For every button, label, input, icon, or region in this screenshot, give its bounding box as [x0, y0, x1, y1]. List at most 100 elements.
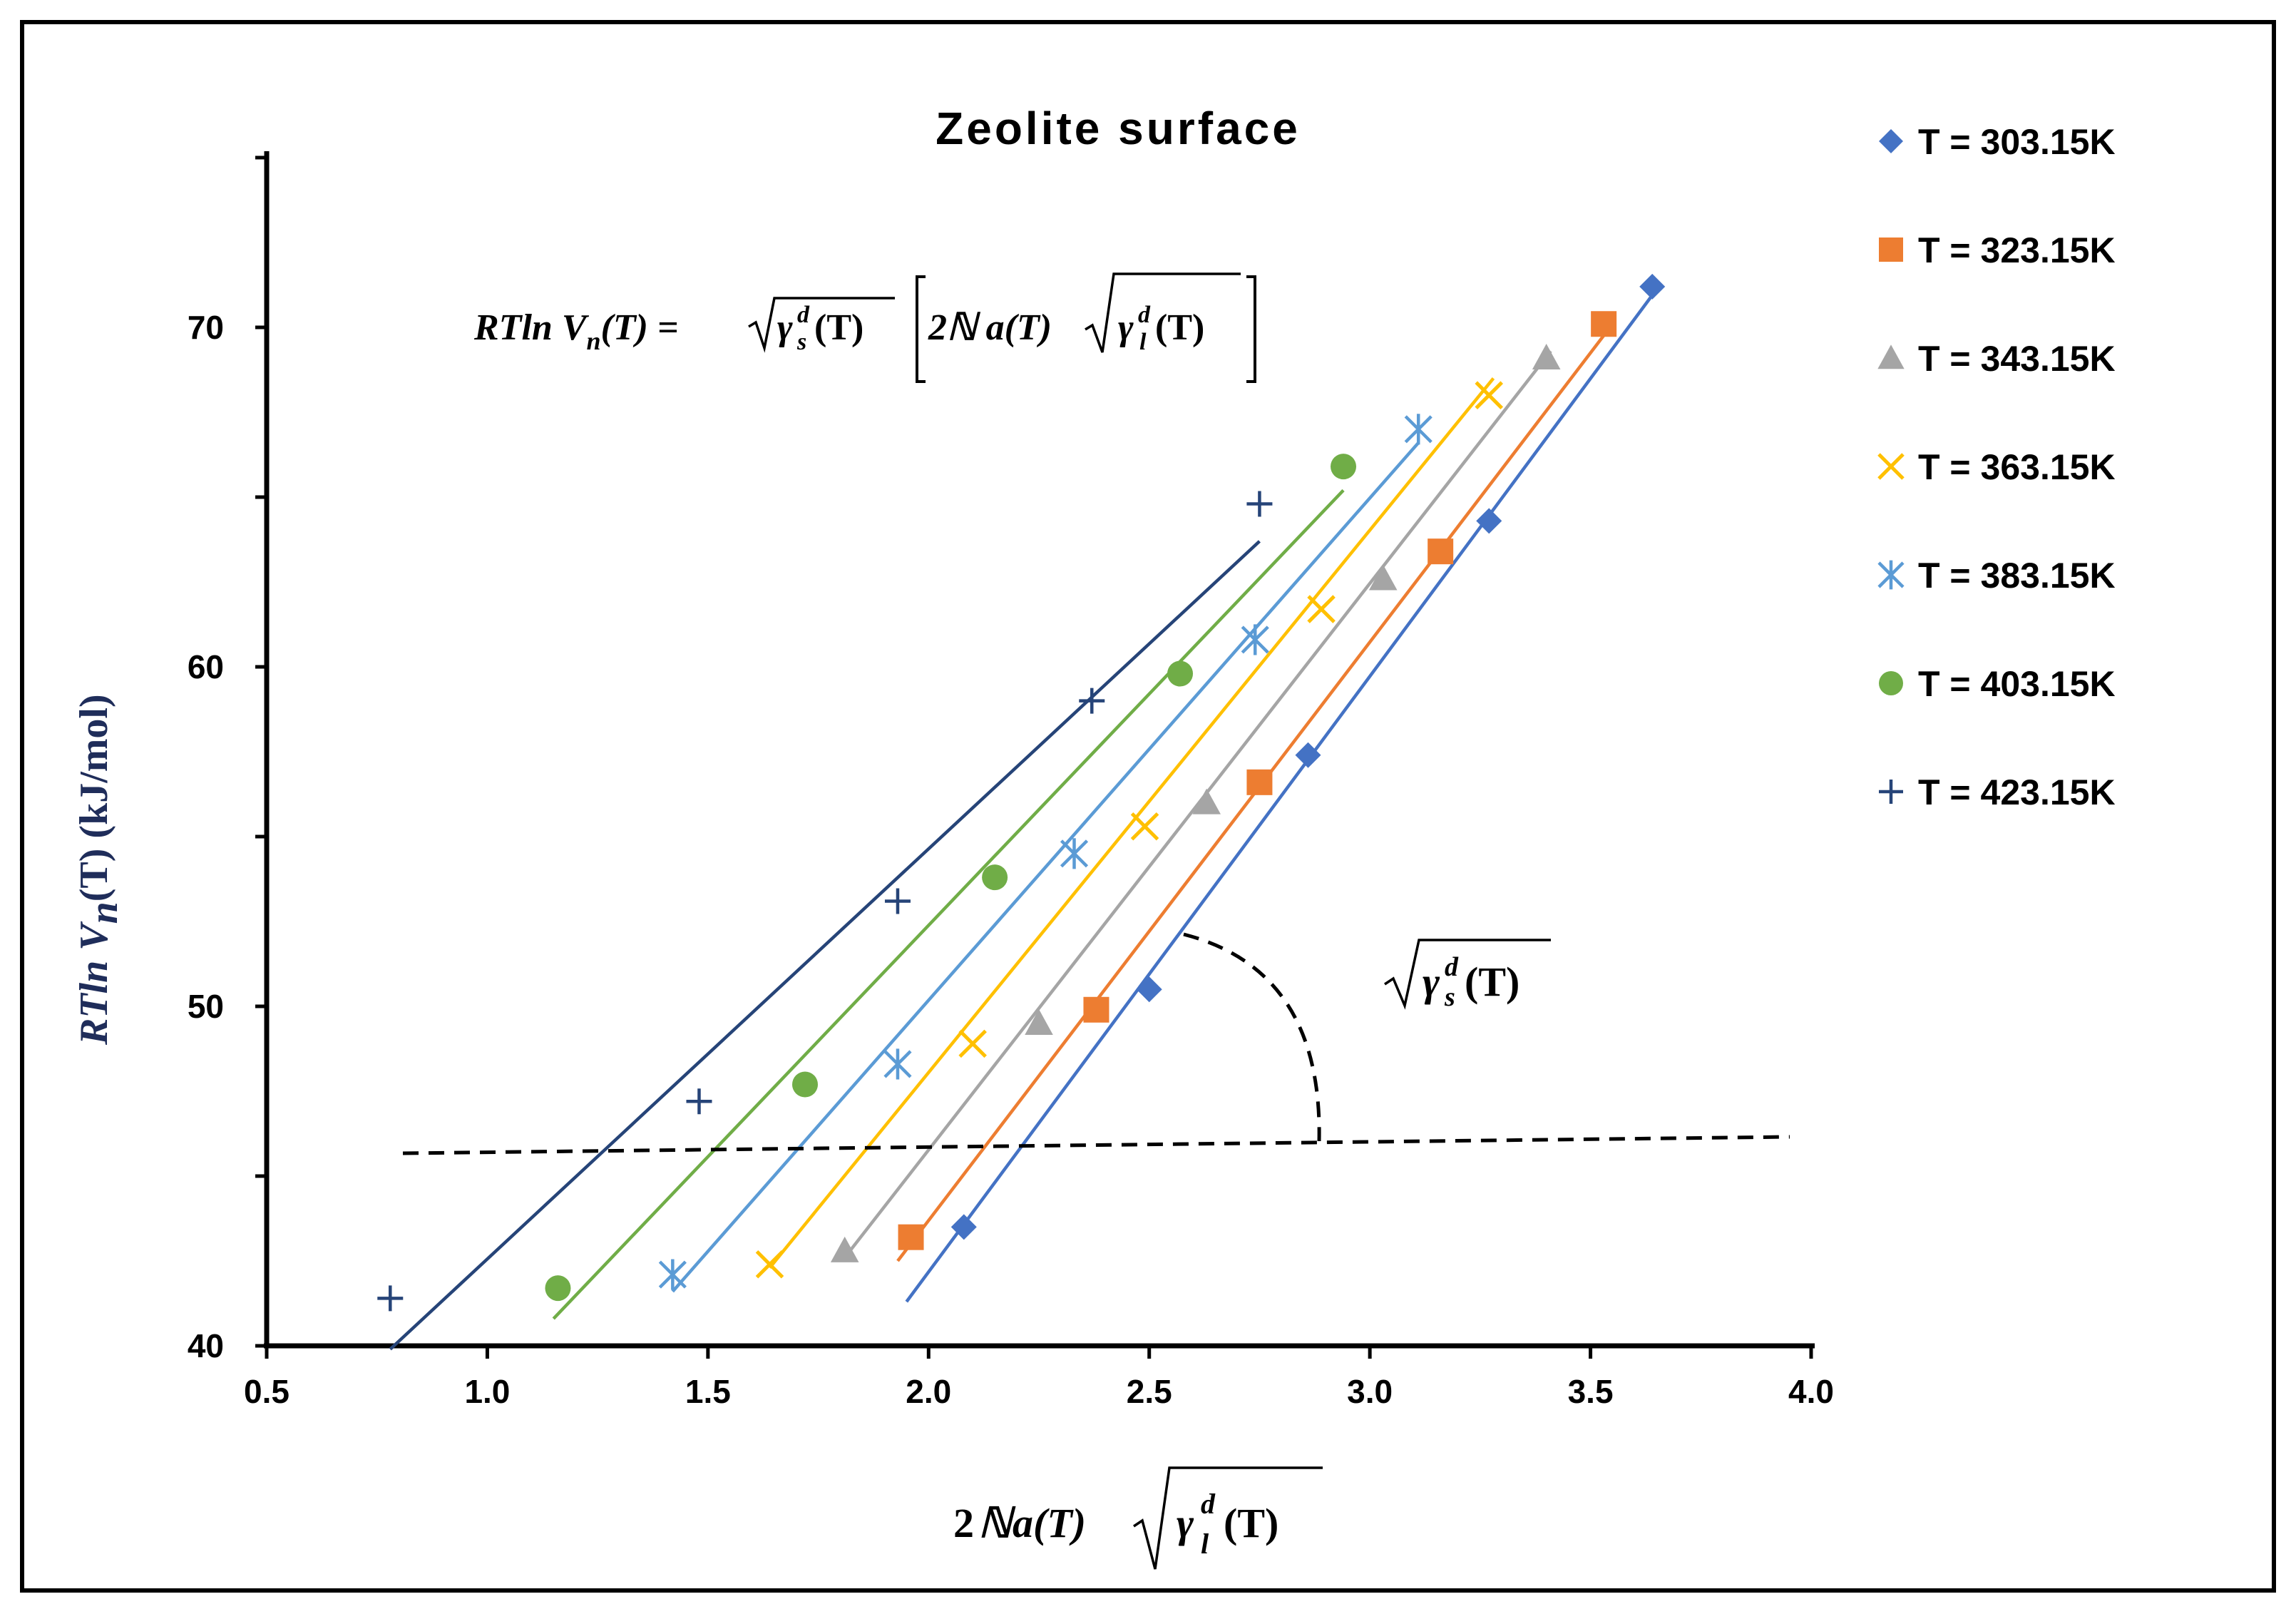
legend: T = 303.15K T = 323.15K T = 343.15K T = 363…: [1877, 122, 2116, 812]
data-point-series-1: [1295, 742, 1321, 768]
slope-label: γ d s (T): [1384, 939, 1551, 1012]
svg-text:2ℕ a(T): 2ℕ a(T): [928, 307, 1052, 348]
fit-line-series-1: [905, 282, 1663, 1303]
data-point-series-5: [883, 1048, 912, 1080]
legend-label-3: T = 343.15K: [1918, 339, 2116, 379]
legend-marker-4: [1877, 453, 1905, 480]
legend-label-5: T = 383.15K: [1918, 556, 2116, 596]
data-point-series-1: [950, 1214, 977, 1240]
svg-text:ℕ: ℕ: [978, 1500, 1016, 1546]
legend-label-4: T = 363.15K: [1918, 447, 2116, 487]
legend-label-6: T = 403.15K: [1918, 664, 2116, 704]
svg-text:l: l: [1139, 329, 1147, 355]
svg-text:d: d: [1138, 302, 1151, 328]
legend-label-2: T = 323.15K: [1918, 230, 2116, 270]
data-point-series-4: [1130, 812, 1159, 841]
data-point-series-5: [1241, 624, 1269, 655]
data-point-series-5: [1404, 414, 1433, 445]
svg-text:(T): (T): [1224, 1500, 1278, 1546]
legend-label-7: T = 423.15K: [1918, 772, 2116, 812]
svg-text:γ: γ: [777, 307, 793, 348]
data-point-series-2: [1591, 311, 1617, 337]
svg-text:d: d: [1201, 1488, 1216, 1520]
data-point-series-6: [792, 1071, 819, 1098]
data-point-series-5: [658, 1259, 687, 1290]
data-point-series-1: [1476, 508, 1502, 534]
x-tick-label: 1.0: [464, 1373, 510, 1410]
svg-text:RTln Vn(T)(kJ/mol): RTln Vn(T)(kJ/mol): [72, 694, 126, 1046]
svg-text:s: s: [796, 329, 806, 355]
x-tick-label: 2.0: [906, 1373, 951, 1410]
svg-text:s: s: [1444, 982, 1455, 1012]
data-point-series-3: [830, 1236, 859, 1262]
fit-line-series-5: [671, 441, 1420, 1293]
y-tick-label: 40: [188, 1327, 224, 1364]
chart-title: Zeolite surface: [936, 103, 1301, 154]
data-point-series-2: [1246, 769, 1273, 795]
y-axis-ticks: 40 50 60 70: [188, 155, 267, 1364]
data-point-series-5: [1060, 838, 1089, 869]
data-point-series-7: [1246, 491, 1273, 517]
data-point-series-6: [545, 1275, 571, 1302]
y-tick-label: 70: [188, 309, 224, 346]
data-point-series-3: [1025, 1009, 1053, 1035]
svg-text:(T): (T): [1465, 959, 1519, 1005]
data-point-series-7: [884, 888, 911, 914]
data-point-series-3: [1192, 788, 1221, 814]
legend-marker-7: [1879, 780, 1903, 804]
data-point-series-2: [898, 1224, 924, 1250]
equation: RTln Vn(T) = γ d s (T) 2ℕ a(T) γ d l (T): [473, 272, 1256, 383]
fit-line-series-6: [552, 489, 1345, 1320]
data-point-series-1: [1136, 976, 1162, 1003]
data-point-series-1: [1639, 273, 1666, 300]
svg-text:γ: γ: [1118, 307, 1134, 348]
svg-text:γ: γ: [1423, 959, 1440, 1005]
x-tick-label: 3.5: [1568, 1373, 1614, 1410]
x-tick-label: 1.5: [685, 1373, 731, 1410]
legend-marker-6: [1879, 671, 1903, 695]
x-tick-label: 2.5: [1127, 1373, 1172, 1410]
svg-text:d: d: [1445, 952, 1459, 982]
svg-text:a(T): a(T): [1013, 1500, 1086, 1546]
x-axis-label: 2 ℕ a(T) γ d l (T): [953, 1466, 1323, 1570]
data-point-series-4: [958, 1029, 987, 1058]
x-tick-label: 4.0: [1788, 1373, 1834, 1410]
legend-marker-2: [1879, 237, 1903, 262]
legend-marker-1: [1879, 129, 1903, 153]
data-point-series-2: [1428, 538, 1454, 565]
data-point-series-6: [1167, 660, 1194, 687]
svg-text:RTln Vn(T) =: RTln Vn(T) =: [473, 307, 679, 355]
legend-label-1: T = 303.15K: [1918, 122, 2116, 162]
fit-line-series-4: [768, 377, 1495, 1269]
reference-dashed-line: [402, 1135, 1790, 1155]
x-tick-label: 3.0: [1347, 1373, 1393, 1410]
chart-frame: [20, 20, 2276, 1593]
x-axis-ticks: 0.5 1.0 1.5 2.0 2.5 3.0 3.5 4.0: [244, 1346, 1834, 1410]
fit-line-series-3: [843, 349, 1552, 1259]
data-point-series-6: [1331, 454, 1357, 480]
svg-text:γ: γ: [1177, 1500, 1194, 1546]
x-tick-label: 0.5: [244, 1373, 289, 1410]
data-point-series-2: [1083, 996, 1109, 1023]
svg-text:l: l: [1201, 1528, 1209, 1560]
data-point-series-6: [982, 864, 1008, 891]
svg-text:(T): (T): [814, 307, 863, 348]
slope-angle-arc: [1183, 932, 1321, 1142]
data-point-series-4: [1475, 381, 1503, 409]
data-point-series-4: [755, 1250, 784, 1279]
legend-marker-3: [1877, 344, 1905, 369]
svg-text:d: d: [797, 302, 810, 328]
y-tick-label: 60: [188, 648, 224, 685]
fit-line-series-7: [389, 540, 1261, 1351]
svg-text:(T): (T): [1155, 307, 1204, 348]
y-axis-label: RTln Vn(T)(kJ/mol): [72, 694, 126, 1046]
svg-text:2: 2: [953, 1500, 974, 1546]
data-point-series-7: [1079, 688, 1105, 714]
data-point-series-7: [686, 1088, 712, 1115]
fit-lines: [389, 282, 1663, 1351]
data-point-series-3: [1532, 344, 1561, 370]
data-point-series-7: [377, 1285, 404, 1312]
y-tick-label: 50: [188, 988, 224, 1025]
data-point-series-3: [1368, 564, 1398, 591]
